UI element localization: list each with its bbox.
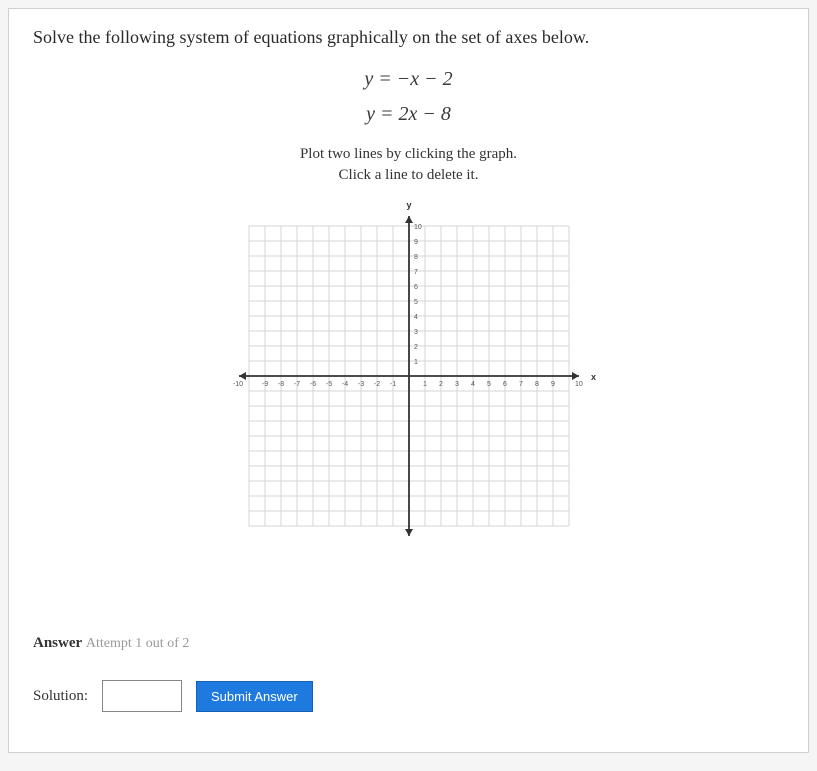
svg-text:5: 5 — [414, 299, 418, 306]
equations-block: y = −x − 2 y = 2x − 8 — [33, 68, 784, 126]
instruction-line-2: Click a line to delete it. — [33, 165, 784, 186]
svg-text:-5: -5 — [325, 381, 331, 388]
x-axis-label: x — [591, 372, 596, 382]
svg-text:3: 3 — [455, 381, 459, 388]
svg-text:3: 3 — [414, 329, 418, 336]
svg-text:-3: -3 — [357, 381, 363, 388]
svg-text:-9: -9 — [261, 381, 267, 388]
answer-header: Answer Attempt 1 out of 2 — [33, 635, 313, 652]
svg-text:5: 5 — [487, 381, 491, 388]
svg-text:6: 6 — [503, 381, 507, 388]
svg-text:-6: -6 — [309, 381, 315, 388]
svg-text:7: 7 — [414, 269, 418, 276]
svg-text:10: 10 — [575, 381, 583, 388]
svg-text:-1: -1 — [389, 381, 395, 388]
equation-1: y = −x − 2 — [33, 68, 784, 91]
svg-text:1: 1 — [414, 359, 418, 366]
svg-text:-4: -4 — [341, 381, 347, 388]
svg-text:-10: -10 — [232, 381, 242, 388]
svg-text:-2: -2 — [373, 381, 379, 388]
equation-2: y = 2x − 8 — [33, 103, 784, 126]
attempt-counter: Attempt 1 out of 2 — [86, 636, 189, 651]
svg-text:9: 9 — [551, 381, 555, 388]
svg-text:2: 2 — [439, 381, 443, 388]
y-axis-label: y — [406, 200, 411, 210]
answer-section: Answer Attempt 1 out of 2 Solution: Subm… — [33, 635, 313, 712]
svg-text:9: 9 — [414, 239, 418, 246]
instruction-line-1: Plot two lines by clicking the graph. — [33, 144, 784, 165]
svg-text:8: 8 — [414, 254, 418, 261]
svg-text:7: 7 — [519, 381, 523, 388]
graph-instructions: Plot two lines by clicking the graph. Cl… — [33, 144, 784, 186]
svg-text:2: 2 — [414, 344, 418, 351]
question-panel: Solve the following system of equations … — [8, 8, 809, 753]
solution-label: Solution: — [33, 688, 88, 705]
svg-text:1: 1 — [423, 381, 427, 388]
svg-text:-8: -8 — [277, 381, 283, 388]
svg-text:10: 10 — [414, 224, 422, 231]
answer-label: Answer — [33, 635, 82, 651]
submit-answer-button[interactable]: Submit Answer — [196, 681, 313, 712]
solution-input[interactable] — [102, 680, 182, 712]
coordinate-graph[interactable]: 1 2 3 4 5 6 7 8 9 -1 -2 -3 -4 -5 -6 -7 -8 -9 10 -10 1 2 3 4 5 6 7 8… — [219, 196, 599, 556]
svg-text:8: 8 — [535, 381, 539, 388]
svg-text:4: 4 — [414, 314, 418, 321]
svg-text:6: 6 — [414, 284, 418, 291]
svg-text:-7: -7 — [293, 381, 299, 388]
svg-text:4: 4 — [471, 381, 475, 388]
question-prompt: Solve the following system of equations … — [33, 27, 784, 48]
